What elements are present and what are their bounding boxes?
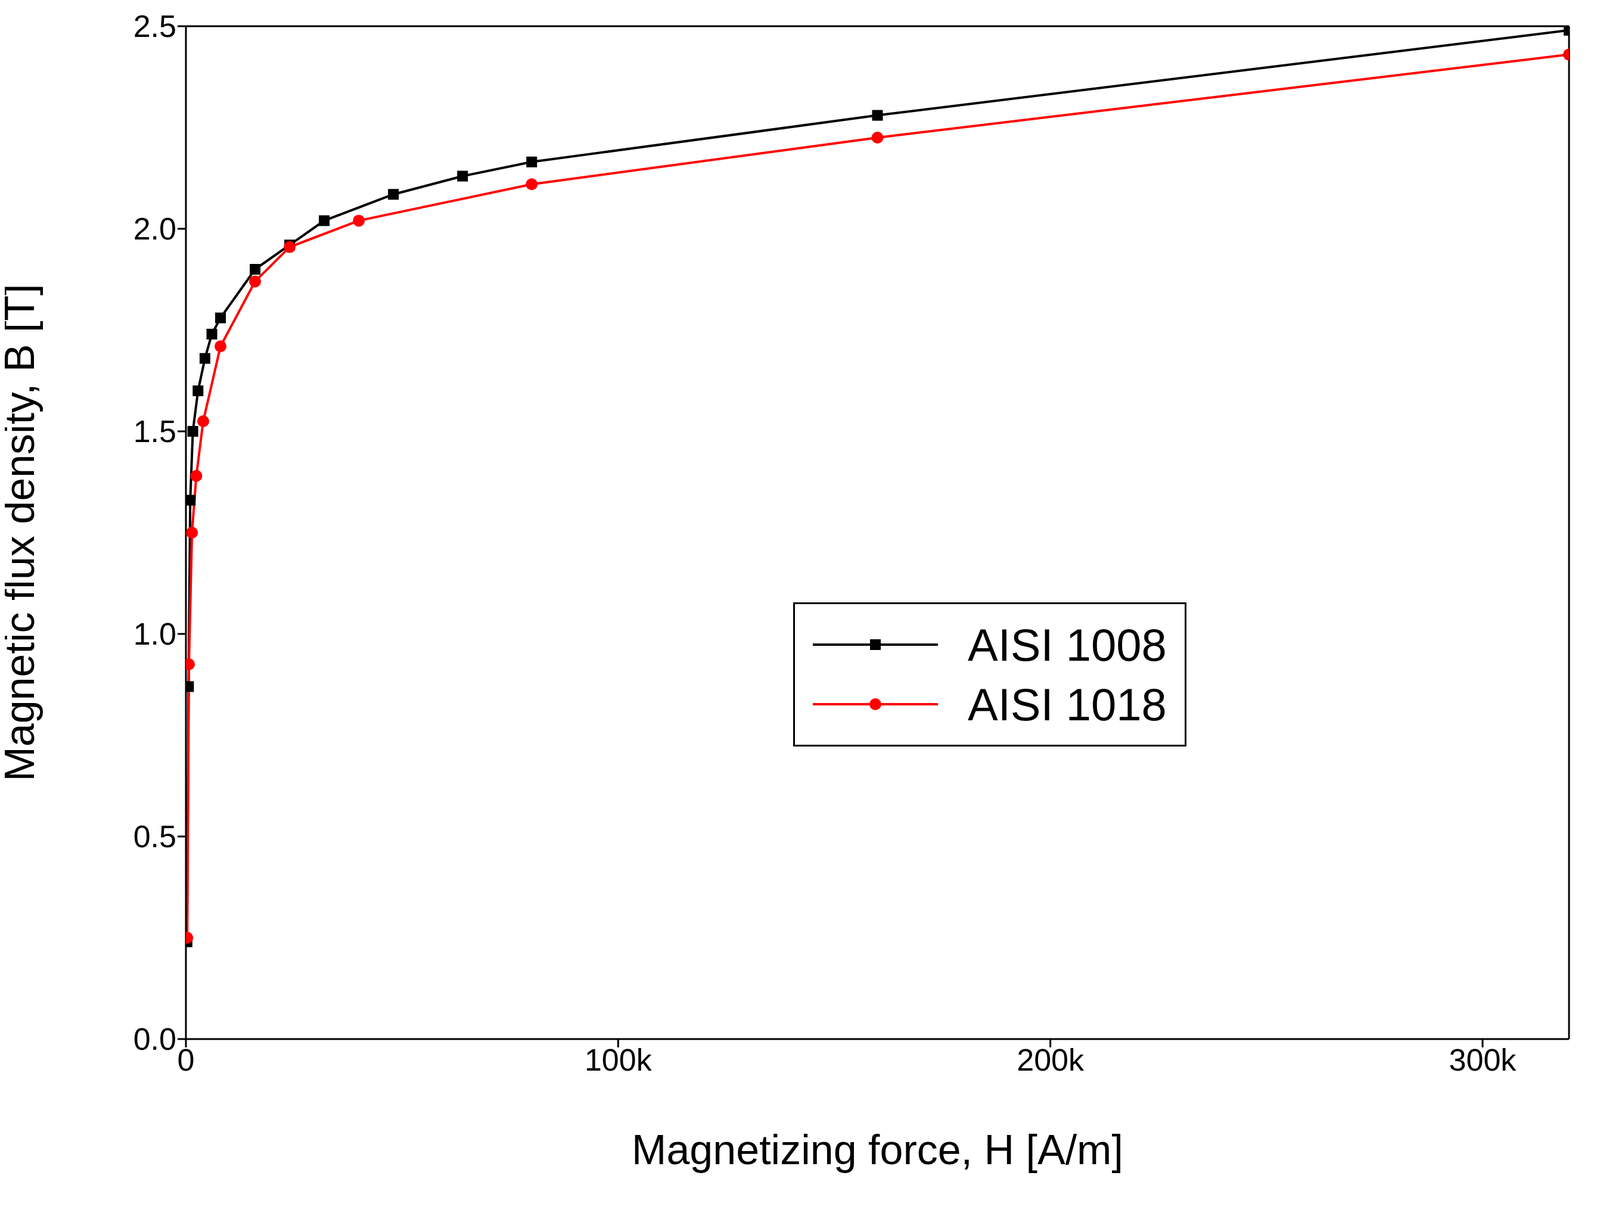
svg-text:0: 0 <box>177 1042 195 1078</box>
svg-text:2.0: 2.0 <box>133 211 177 247</box>
html-text:AISI 1008: AISI 1008 <box>967 619 1167 671</box>
svg-text:Magnetizing force, H [A/m]: Magnetizing force, H [A/m] <box>631 1126 1124 1174</box>
html-text:AISI 1018: AISI 1018 <box>967 679 1167 730</box>
svg-text:2.5: 2.5 <box>133 8 177 44</box>
svg-text:0.5: 0.5 <box>133 819 177 854</box>
svg-text:300k: 300k <box>1449 1042 1518 1078</box>
svg-text:Magnetic flux density, B [T]: Magnetic flux density, B [T] <box>4 283 43 782</box>
svg-text:1.5: 1.5 <box>133 414 177 449</box>
svg-text:200k: 200k <box>1016 1042 1085 1078</box>
svg-text:1.0: 1.0 <box>133 616 177 652</box>
svg-text:0.0: 0.0 <box>133 1021 177 1057</box>
svg-text:100k: 100k <box>584 1042 653 1078</box>
